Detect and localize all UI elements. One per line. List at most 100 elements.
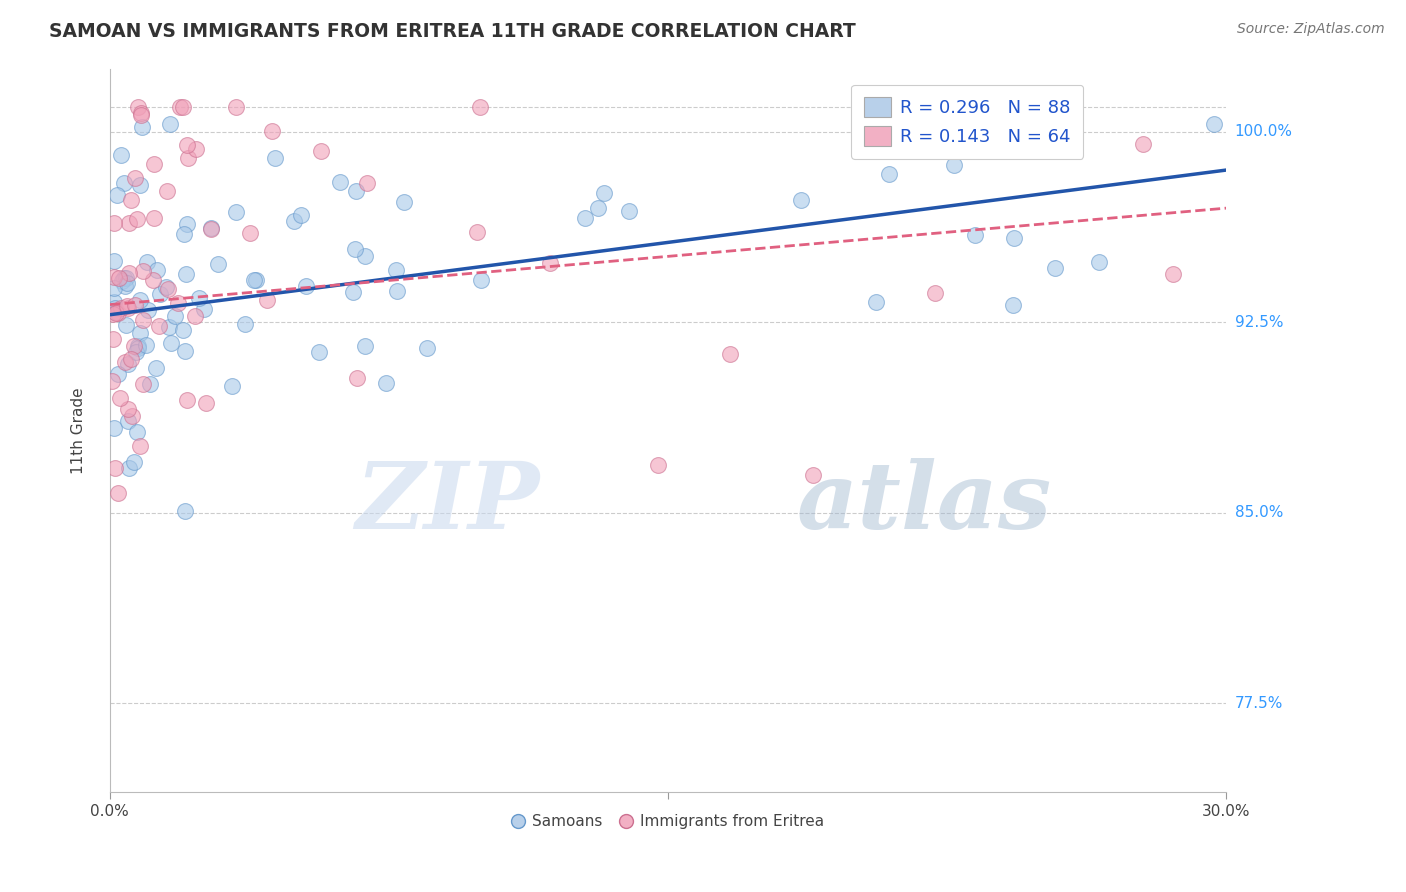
Point (108, 391, 131, 405)
Point (344, 184, 367, 198)
Text: 100.0%: 100.0% (1234, 125, 1292, 139)
Point (114, 279, 136, 293)
Point (128, 178, 150, 193)
Point (148, 319, 170, 334)
Point (103, 295, 125, 310)
Point (176, 138, 198, 153)
Point (328, 175, 350, 189)
Point (112, 271, 135, 285)
Point (131, 120, 153, 134)
Point (107, 486, 129, 500)
Point (225, 205, 247, 219)
Point (122, 338, 145, 352)
Point (107, 187, 129, 202)
Text: 85.0%: 85.0% (1234, 505, 1282, 520)
Point (221, 379, 243, 393)
Point (136, 302, 159, 317)
Point (103, 269, 125, 284)
Point (176, 217, 198, 231)
Point (135, 338, 157, 352)
Point (115, 276, 138, 290)
Point (790, 194, 813, 208)
Point (131, 376, 153, 391)
Text: 92.5%: 92.5% (1234, 315, 1284, 330)
Point (117, 401, 139, 416)
Point (145, 361, 167, 376)
Point (225, 100, 247, 114)
Point (132, 313, 155, 327)
Point (124, 298, 146, 312)
Point (385, 284, 408, 298)
Point (172, 324, 194, 338)
Point (801, 468, 824, 483)
Point (187, 292, 209, 306)
Point (309, 144, 332, 158)
Point (283, 214, 305, 228)
Point (176, 267, 198, 281)
Point (110, 148, 132, 162)
Point (124, 171, 146, 186)
Point (103, 421, 125, 435)
Point (104, 461, 127, 475)
Point (124, 455, 146, 469)
Point (101, 374, 124, 388)
Point (963, 117, 986, 131)
Point (470, 273, 492, 287)
Text: Source: ZipAtlas.com: Source: ZipAtlas.com (1237, 22, 1385, 37)
Point (233, 317, 256, 331)
Point (142, 273, 165, 287)
Point (374, 376, 396, 391)
Point (1202, 117, 1225, 131)
Point (354, 339, 377, 353)
Point (172, 100, 194, 114)
Point (356, 176, 378, 190)
Point (131, 108, 153, 122)
Point (647, 458, 669, 472)
Text: 77.5%: 77.5% (1234, 696, 1282, 711)
Point (176, 392, 198, 407)
Point (619, 203, 641, 218)
Point (103, 216, 125, 230)
Point (142, 211, 165, 225)
Text: atlas: atlas (796, 458, 1052, 548)
Point (127, 100, 149, 114)
Point (200, 221, 222, 235)
Point (129, 293, 152, 308)
Point (538, 256, 561, 270)
Point (115, 271, 138, 285)
Point (177, 151, 200, 165)
Point (1043, 260, 1066, 275)
Point (243, 273, 266, 287)
Point (392, 195, 415, 210)
Point (105, 306, 128, 320)
Point (342, 285, 364, 300)
Point (156, 184, 179, 198)
Point (120, 351, 142, 366)
Point (174, 504, 197, 518)
Point (139, 377, 162, 392)
Point (295, 279, 318, 293)
Point (103, 254, 125, 268)
Point (115, 318, 138, 332)
Point (155, 280, 177, 294)
Point (127, 342, 149, 356)
Point (108, 271, 131, 285)
Point (129, 106, 152, 120)
Point (111, 274, 134, 288)
Point (184, 310, 207, 324)
Point (200, 220, 222, 235)
Point (207, 257, 229, 271)
Point (470, 100, 492, 114)
Point (159, 335, 181, 350)
Point (290, 208, 312, 222)
Point (136, 255, 159, 269)
Point (129, 439, 152, 453)
Point (125, 211, 148, 226)
Point (167, 296, 190, 310)
Point (121, 409, 143, 423)
Point (120, 194, 142, 208)
Point (592, 186, 614, 201)
Point (173, 227, 195, 242)
Point (117, 357, 139, 371)
Point (117, 301, 139, 316)
